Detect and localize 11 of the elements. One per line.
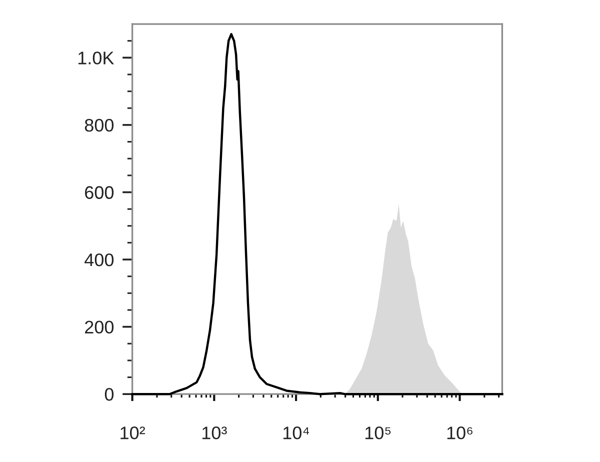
y-tick-label: 600	[85, 186, 114, 199]
x-tick-label: 10⁴	[283, 426, 310, 440]
y-tick-label: 0	[104, 388, 114, 401]
x-tick-label: 10²	[120, 426, 146, 440]
y-tick-label: 200	[85, 320, 114, 334]
x-tick-label: 10³	[202, 426, 227, 440]
y-tick-label: 800	[84, 118, 114, 132]
x-tick-label: 10⁶	[447, 426, 472, 440]
y-tick-label: 400	[84, 253, 114, 266]
x-tick-label: 10⁵	[365, 426, 391, 440]
y-tick-label: 1.0K	[78, 52, 114, 64]
